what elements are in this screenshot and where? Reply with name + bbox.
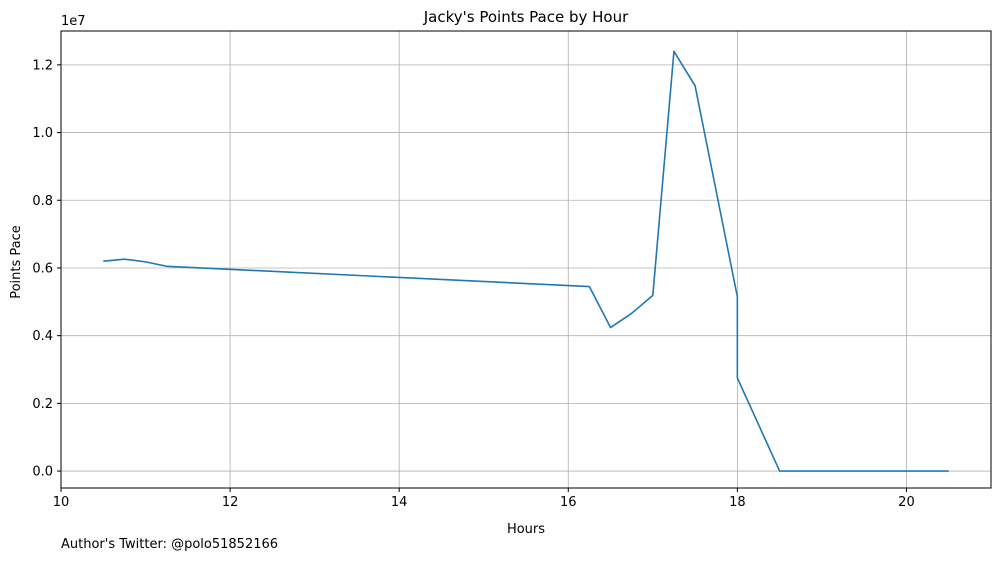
series-line — [103, 50, 949, 472]
plot-frame — [60, 30, 992, 489]
y-axis-offset-label: 1e7 — [61, 14, 86, 29]
y-axis-label: Points Pace — [9, 225, 24, 299]
y-tick-label: 0.2 — [32, 397, 53, 412]
y-tick-label: 0.0 — [32, 465, 53, 480]
chart-title: Jacky's Points Pace by Hour — [423, 8, 629, 26]
y-tick-label: 1.0 — [32, 126, 53, 141]
ticks: 10 12 14 16 18 20 0.0 0.2 0.4 0.6 0.8 1.0 1.2 — [32, 58, 914, 510]
x-tick-label: 10 — [53, 495, 70, 510]
y-tick-label: 0.4 — [32, 329, 53, 344]
x-tick-label: 14 — [391, 495, 408, 510]
series-layer — [103, 50, 949, 472]
author-credit: Author's Twitter: @polo51852166 — [61, 537, 279, 552]
x-tick-label: 12 — [222, 495, 239, 510]
x-tick-label: 18 — [729, 495, 746, 510]
x-tick-label: 20 — [898, 495, 915, 510]
x-axis-label: Hours — [507, 522, 545, 537]
y-tick-label: 0.8 — [32, 194, 53, 209]
grid — [60, 31, 991, 488]
y-tick-label: 0.6 — [32, 261, 53, 276]
x-tick-label: 16 — [560, 495, 577, 510]
y-tick-label: 1.2 — [32, 58, 53, 73]
